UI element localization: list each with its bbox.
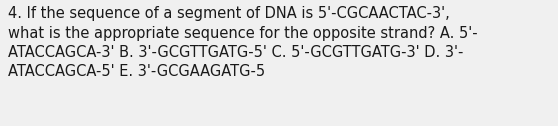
Text: 4. If the sequence of a segment of DNA is 5'-CGCAACTAC-3',
what is the appropria: 4. If the sequence of a segment of DNA i… <box>8 6 478 79</box>
